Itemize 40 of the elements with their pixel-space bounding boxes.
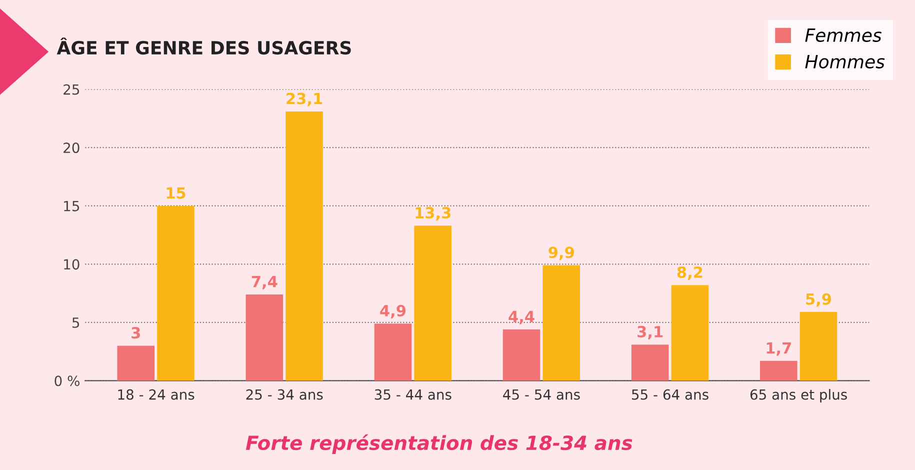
- bar: [117, 346, 155, 381]
- y-tick-label: 10: [64, 259, 80, 270]
- x-tick-label: 45 - 54 ans: [503, 389, 580, 400]
- data-label: 15: [166, 187, 186, 199]
- bar: [414, 226, 452, 381]
- data-label: 8,2: [677, 266, 702, 280]
- bar: [157, 206, 194, 381]
- chart-title: ÂGE ET GENRE DES USAGERS: [56, 38, 351, 55]
- bar: [246, 294, 284, 381]
- bar: [542, 265, 580, 381]
- bar: [286, 111, 323, 381]
- x-tick-label: 35 - 44 ans: [374, 389, 452, 400]
- data-label: 7,4: [252, 276, 278, 290]
- bar: [760, 360, 798, 381]
- legend-label: Femmes: [805, 28, 882, 42]
- data-label: 9,9: [548, 246, 574, 260]
- bar: [671, 285, 709, 381]
- data-label: 5,9: [806, 293, 832, 307]
- data-label: 4,9: [380, 304, 406, 318]
- data-label: 3,1: [638, 326, 663, 340]
- x-tick-label: 18 - 24 ans: [118, 389, 194, 400]
- text: Forte représentation des 18-34 ans: [246, 434, 632, 454]
- bar: [502, 329, 540, 381]
- y-tick-label: 15: [64, 201, 80, 212]
- y-tick-label: 25: [64, 84, 80, 95]
- y-tick-label: 20: [64, 142, 80, 154]
- x-tick-label: 65 ans et plus: [750, 389, 847, 402]
- legend-label: Hommes: [805, 55, 885, 68]
- data-label: 1,7: [766, 342, 791, 356]
- x-tick-label: 55 - 64 ans: [632, 389, 708, 400]
- y-tick-label: 0 %: [54, 376, 80, 386]
- data-label: 23,1: [286, 92, 322, 106]
- bar: [374, 324, 412, 381]
- data-label: 4,4: [508, 310, 534, 324]
- data-label: 3: [132, 327, 140, 339]
- bar: [800, 312, 838, 381]
- x-tick-label: 25 - 34 ans: [246, 389, 323, 400]
- y-tick-label: 5: [72, 318, 80, 328]
- bar: [631, 344, 669, 381]
- data-label: 13,3: [416, 206, 450, 220]
